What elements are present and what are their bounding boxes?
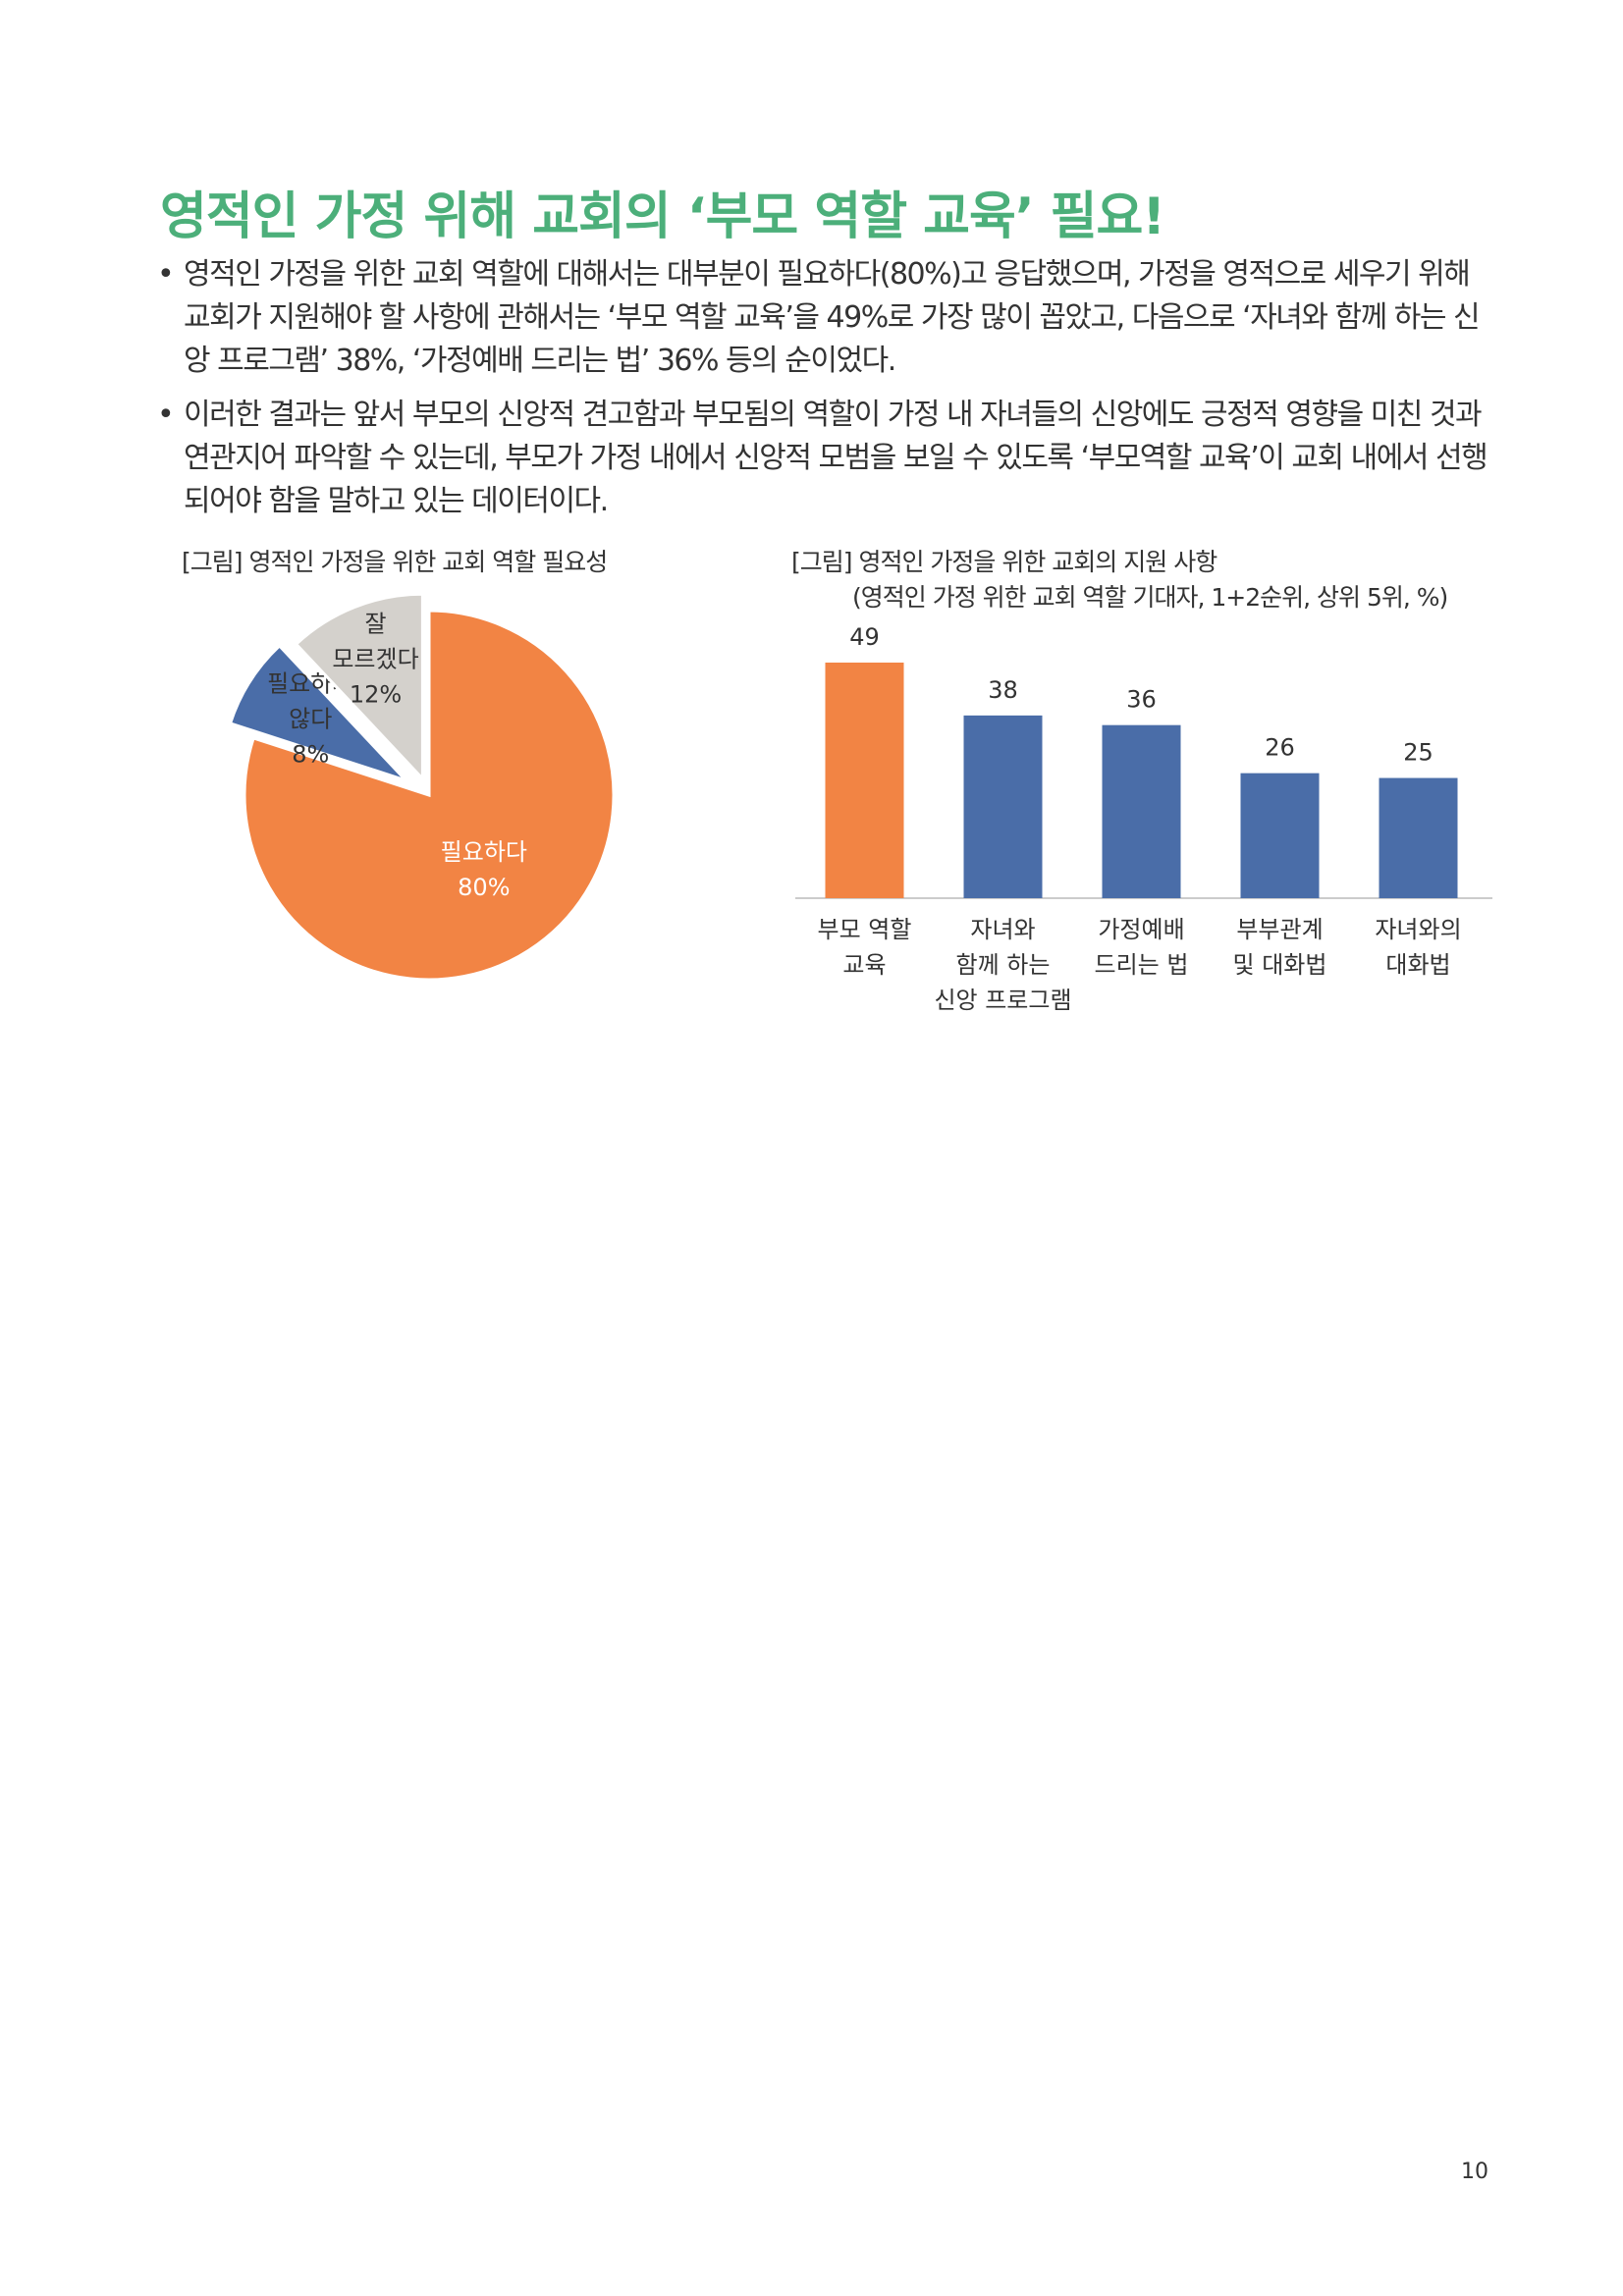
bar-value-label: 49	[849, 623, 880, 651]
pie-slice	[294, 592, 424, 783]
pie-slice-label: 모르겠다	[332, 645, 418, 672]
category-label: 가정예배	[1098, 916, 1184, 943]
category-label: 함께 하는	[956, 951, 1051, 979]
bullet-text: 영적인 가정을 위한 교회 역할에 대해서는 대부분이 필요하다(80%)고 응…	[184, 257, 1481, 378]
pie-slice-label: 잘	[364, 610, 386, 637]
bar-chart-title: [그림] 영적인 가정을 위한 교회의 지원 사항	[791, 548, 1217, 576]
bar-value-label: 36	[1126, 686, 1157, 714]
bar	[963, 715, 1043, 898]
bullet-item: • 이러한 결과는 앞서 부모의 신앙적 견고함과 부모됨의 역할이 가정 내 …	[157, 394, 1488, 523]
bullet-item: • 영적인 가정을 위한 교회 역할에 대해서는 대부분이 필요하다(80%)고…	[157, 253, 1488, 383]
bar-chart-subtitle: (영적인 가정 위한 교회 역할 기대자, 1+2순위, 상위 5위, %)	[852, 583, 1448, 612]
pie-slice	[228, 643, 407, 782]
category-label: 및 대화법	[1233, 951, 1327, 979]
category-label: 자녀와	[970, 916, 1035, 943]
category-label: 신앙 프로그램	[934, 987, 1071, 1014]
page-number: 10	[1461, 2160, 1488, 2184]
bar	[1379, 777, 1458, 898]
bar	[825, 663, 904, 898]
pie-value-label: 12%	[350, 680, 402, 708]
bar	[1102, 724, 1181, 898]
category-label: 자녀와의	[1375, 916, 1461, 943]
category-label: 교육	[842, 951, 886, 979]
bar	[1240, 773, 1320, 898]
pie-slice-label: 않다	[289, 705, 332, 732]
pie-value-label: 80%	[458, 874, 510, 901]
page-title: 영적인 가정 위해 교회의 ‘부모 역할 교육’ 필요!	[160, 187, 1165, 246]
bar-value-label: 38	[988, 676, 1018, 704]
bullet-icon: •	[157, 257, 175, 292]
category-label: 부모 역할	[818, 916, 912, 943]
bullet-list: • 영적인 가정을 위한 교회 역할에 대해서는 대부분이 필요하다(80%)고…	[157, 253, 1488, 534]
bullet-icon: •	[157, 398, 175, 432]
category-label: 대화법	[1385, 951, 1450, 979]
pie-slice	[243, 609, 616, 982]
pie-chart-title: [그림] 영적인 가정을 위한 교회 역할 필요성	[182, 548, 608, 576]
pie-slice-label: 필요하다	[441, 838, 527, 866]
bullet-text: 이러한 결과는 앞서 부모의 신앙적 견고함과 부모됨의 역할이 가정 내 자녀…	[184, 398, 1488, 518]
bar-value-label: 26	[1265, 734, 1295, 762]
bar-value-label: 25	[1403, 739, 1434, 767]
pie-value-label: 8%	[292, 740, 329, 768]
category-label: 드리는 법	[1095, 951, 1189, 979]
category-label: 부부관계	[1236, 916, 1323, 943]
